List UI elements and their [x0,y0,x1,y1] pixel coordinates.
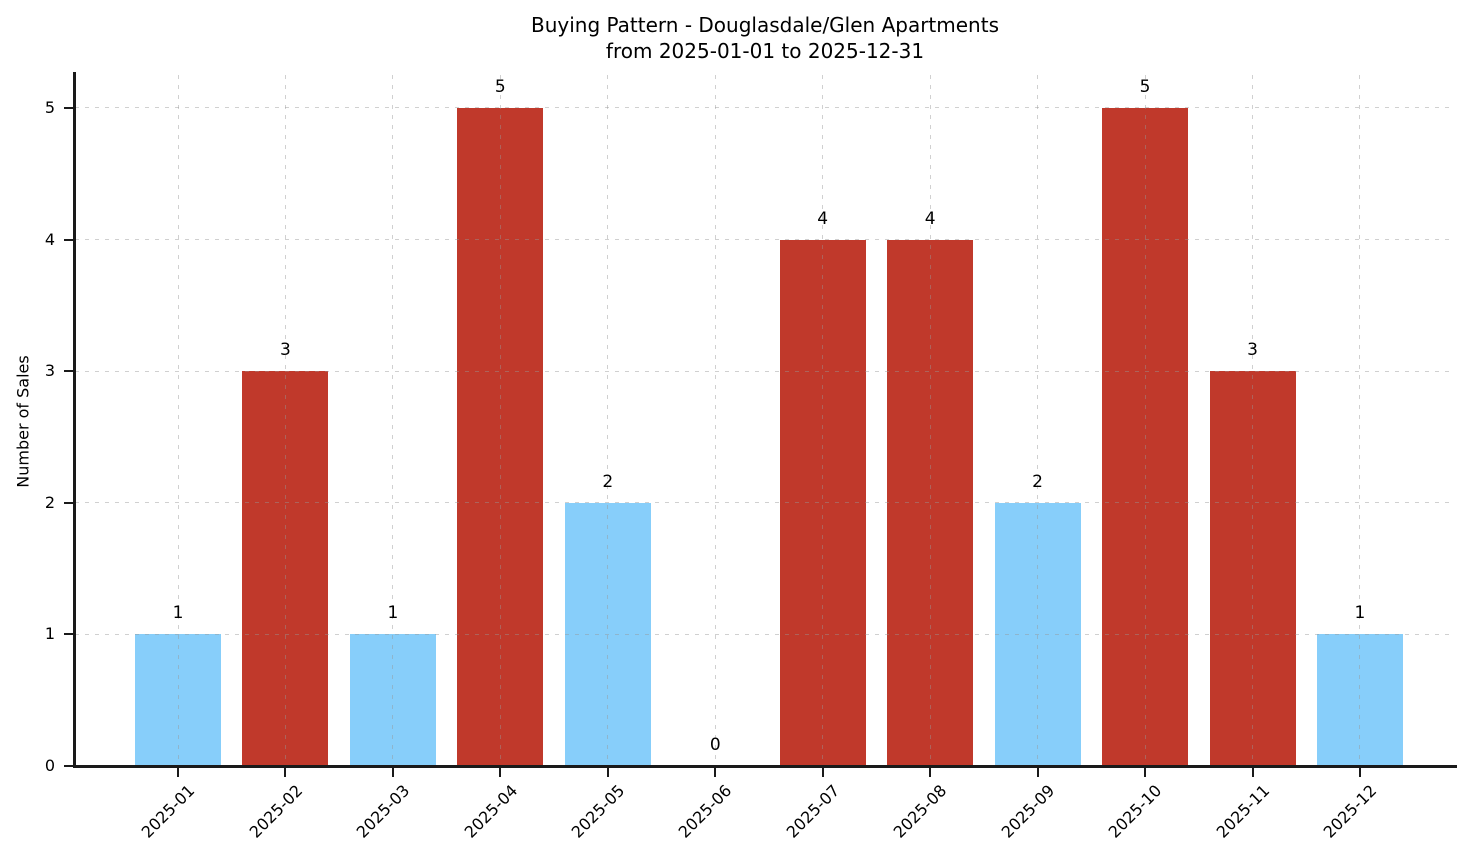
gridline-vertical [1252,75,1253,766]
x-axis-spine [73,765,1457,768]
bar-2025-03 [349,634,436,766]
x-axis-tick [284,767,287,777]
x-axis-tick [177,767,179,777]
bar-2025-12 [1316,634,1403,766]
x-tick-label: 2025-02 [245,781,306,842]
gridline-vertical [822,75,824,766]
x-axis-tick [1036,767,1039,777]
bar-2025-10 [1102,107,1189,766]
x-tick-label: 2025-12 [1319,781,1381,842]
gridline-vertical [392,75,394,766]
y-axis-tick [64,633,73,636]
gridline-horizontal [75,502,1455,504]
x-tick-label: 2025-08 [889,781,951,842]
x-axis-tick [391,767,394,777]
bar-2025-02 [242,371,329,766]
x-tick-label: 2025-05 [567,781,629,842]
bar-value-label: 2 [602,471,614,492]
y-axis-tick [64,501,73,504]
y-tick-label: 0 [44,756,55,775]
bar-value-label: 5 [1139,76,1151,97]
chart-title-line1: Buying Pattern - Douglasdale/Glen Apartm… [530,13,999,37]
gridline-vertical [1359,75,1361,766]
bar-value-label: 1 [1354,603,1366,624]
x-tick-label: 2025-03 [352,781,414,842]
gridline-vertical [177,75,179,766]
x-axis-tick [929,767,932,777]
gridline-vertical [929,75,931,766]
gridline-horizontal [75,107,1455,109]
bar-value-label: 1 [172,603,184,624]
bar-value-label: 4 [924,208,936,229]
bar-2025-05 [564,502,651,766]
x-axis-tick [821,767,824,777]
bar-2025-11 [1209,371,1296,766]
y-axis-title: Number of Sales [13,355,33,488]
bar-value-label: 0 [709,735,721,755]
bar-value-label: 4 [817,208,829,229]
bar-value-label: 5 [494,76,506,97]
y-tick-label: 5 [44,97,55,117]
x-axis-tick [1358,767,1361,777]
gridline-vertical [714,75,716,766]
gridline-horizontal [75,239,1455,241]
x-tick-label: 2025-06 [674,781,736,842]
y-tick-label: 2 [44,492,55,512]
gridline-vertical [499,75,501,766]
y-tick-label: 1 [44,624,55,644]
gridline-horizontal [75,633,1455,635]
gridline-vertical [284,75,286,766]
bar-value-label: 1 [387,603,399,624]
x-axis-tick [714,767,717,777]
bar-value-label: 3 [280,340,291,361]
bar-2025-01 [135,634,221,766]
x-tick-label: 2025-01 [137,781,199,842]
chart-title-line2: from 2025-01-01 to 2025-12-31 [605,39,925,63]
x-axis-tick [1144,767,1147,777]
y-axis-tick [64,765,73,767]
gridline-vertical [1037,75,1039,766]
y-axis-tick [64,238,73,241]
bar-2025-09 [994,502,1081,766]
bar-2025-07 [779,239,866,766]
bar-value-label: 3 [1247,340,1258,361]
y-axis-spine [73,72,76,768]
y-tick-label: 3 [44,361,55,381]
y-axis-tick [64,106,73,109]
gridline-vertical [1144,75,1146,766]
x-axis-tick [1251,767,1254,777]
bar-2025-08 [887,239,974,766]
y-tick-label: 4 [44,229,55,249]
gridline-horizontal [75,370,1455,372]
x-tick-label: 2025-04 [460,781,521,842]
y-axis-tick [64,370,73,373]
x-axis-tick [606,767,609,777]
chart-title: Buying Pattern - Douglasdale/Glen Apartm… [75,12,1455,64]
x-tick-label: 2025-07 [782,781,844,842]
bar-2025-04 [457,107,544,766]
gridline-vertical [607,75,609,766]
bar-value-label: 2 [1032,471,1043,492]
x-tick-label: 2025-11 [1212,781,1273,842]
x-axis-tick [499,767,502,777]
x-tick-label: 2025-09 [997,781,1059,842]
x-tick-label: 2025-10 [1104,781,1166,842]
